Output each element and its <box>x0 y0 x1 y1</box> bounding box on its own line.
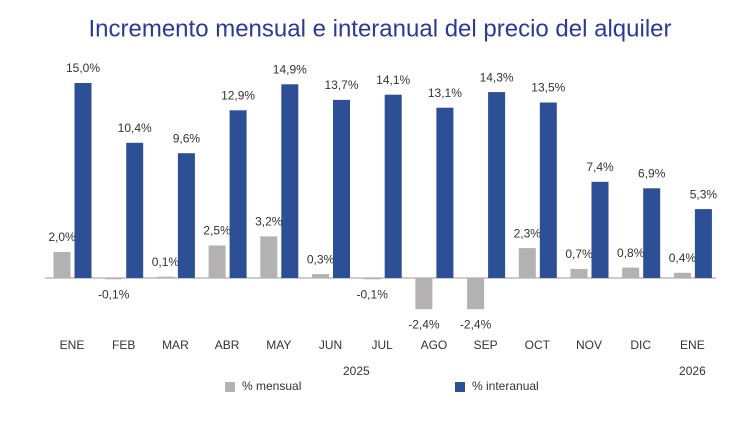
bar <box>126 142 144 278</box>
data-label: -0,1% <box>98 287 130 301</box>
x-tick-label: SEP <box>474 338 498 352</box>
bar <box>415 278 433 310</box>
data-label: 0,3% <box>307 252 335 266</box>
data-label: 2,0% <box>48 230 76 244</box>
bar <box>518 248 536 278</box>
bar <box>177 153 195 278</box>
bar <box>570 268 588 278</box>
legend-swatch <box>455 382 465 392</box>
data-label: 2,3% <box>514 226 542 240</box>
data-label: 5,3% <box>690 187 718 201</box>
bar <box>53 252 71 278</box>
x-tick-label: NOV <box>576 338 602 352</box>
data-label: 2,5% <box>203 224 231 238</box>
legend-label: % mensual <box>242 379 301 393</box>
bar <box>105 278 123 280</box>
chart-title: Incremento mensual e interanual del prec… <box>88 15 671 42</box>
data-label: 9,6% <box>173 131 201 145</box>
data-label: 12,9% <box>221 88 255 102</box>
x-tick-label: ABR <box>215 338 240 352</box>
bar <box>384 94 402 278</box>
data-label: 10,4% <box>118 121 152 135</box>
data-label: 3,2% <box>255 215 283 229</box>
x-tick-label: MAR <box>162 338 189 352</box>
data-label: 14,1% <box>376 73 410 87</box>
bar <box>622 267 640 278</box>
bar <box>467 278 485 310</box>
bar <box>281 84 299 278</box>
data-label: 13,7% <box>324 78 358 92</box>
x-tick-label: ENE <box>680 338 705 352</box>
data-label: 6,9% <box>638 166 666 180</box>
data-label: 0,1% <box>152 255 180 269</box>
data-label: -2,4% <box>408 317 440 331</box>
bar <box>260 236 278 278</box>
bar <box>74 83 92 278</box>
bar <box>436 107 454 278</box>
data-label: 14,9% <box>273 62 307 76</box>
bar <box>363 278 381 280</box>
x-tick-label: ENE <box>60 338 85 352</box>
x-tick-label: JUL <box>372 338 394 352</box>
data-label: -0,1% <box>357 287 389 301</box>
data-label: -2,4% <box>460 317 492 331</box>
legend-swatch <box>225 382 235 392</box>
x-tick-label: DIC <box>630 338 651 352</box>
x-tick-label: MAY <box>266 338 291 352</box>
year-label: 2025 <box>343 364 370 378</box>
bar <box>488 92 506 278</box>
x-tick-label: OCT <box>525 338 551 352</box>
bar <box>156 276 174 278</box>
bar <box>539 102 557 278</box>
bar <box>591 181 609 278</box>
data-label: 15,0% <box>66 61 100 75</box>
year-label: 2026 <box>679 364 706 378</box>
x-tick-label: FEB <box>112 338 135 352</box>
bar <box>673 272 691 278</box>
data-label: 13,5% <box>531 81 565 95</box>
bar <box>208 245 226 278</box>
bar <box>312 274 329 278</box>
x-tick-label: AGO <box>421 338 448 352</box>
data-label: 0,8% <box>617 246 645 260</box>
legend-label: % interanual <box>472 379 539 393</box>
data-label: 0,7% <box>565 247 593 261</box>
bar <box>643 188 661 278</box>
x-tick-label: JUN <box>319 338 342 352</box>
data-label: 0,4% <box>669 251 697 265</box>
data-label: 7,4% <box>586 160 614 174</box>
bar <box>694 209 712 278</box>
data-label: 13,1% <box>428 86 462 100</box>
bar <box>229 110 247 278</box>
data-label: 14,3% <box>480 70 514 84</box>
bar <box>333 99 350 279</box>
